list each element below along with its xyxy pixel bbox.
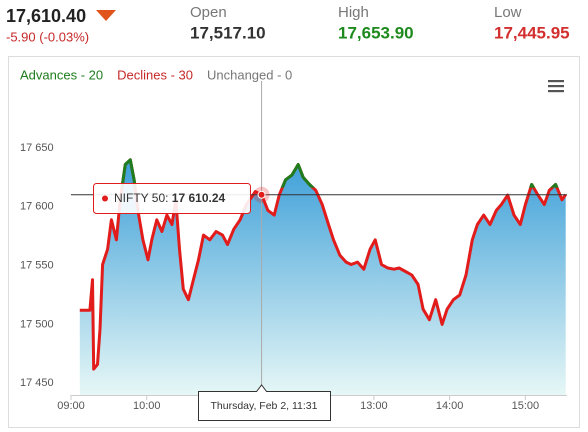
y-tick-label: 17 600 <box>20 201 54 213</box>
x-tick-label: 15:00 <box>512 400 540 412</box>
y-tick-label: 17 550 <box>20 260 54 272</box>
y-tick-label: 17 450 <box>20 377 54 389</box>
y-tick-label: 17 500 <box>20 318 54 330</box>
area <box>79 159 566 395</box>
stat-label: Open <box>190 4 227 21</box>
tooltip-text: NIFTY 50: 17 610.24 <box>114 191 226 205</box>
stat-value: 17,445.95 <box>494 23 570 42</box>
stat-value: 17,517.10 <box>190 23 266 42</box>
stat-label: Low <box>494 4 522 21</box>
breadth-label: Advances - 20 <box>20 67 103 82</box>
y-tick-label: 17 650 <box>20 142 54 154</box>
x-tick-label: 14:00 <box>436 400 464 412</box>
breadth-label: Declines - 30 <box>117 67 193 82</box>
tooltip-dot <box>102 195 108 202</box>
price: 17,610.40 <box>6 6 86 26</box>
x-tick-label: 09:00 <box>57 400 85 412</box>
tooltip-value: 17 610.24 <box>172 191 226 205</box>
menu-icon[interactable] <box>548 80 564 93</box>
down-arrow <box>96 10 116 21</box>
stat-label: High <box>338 4 369 21</box>
stat-value: 17,653.90 <box>338 23 414 42</box>
breadth-label: Unchanged - 0 <box>207 67 292 82</box>
change: -5.90 (-0.03%) <box>6 29 89 44</box>
hover-point <box>257 190 266 199</box>
tooltip-box <box>93 183 251 214</box>
tooltip-series: NIFTY 50: <box>114 191 172 205</box>
x-tick-label: 10:00 <box>133 400 161 412</box>
x-tooltip-text: Thursday, Feb 2, 11:31 <box>210 400 317 412</box>
x-tooltip-box <box>198 384 331 421</box>
chart-panel <box>8 56 580 428</box>
x-tick-label: 13:00 <box>360 400 388 412</box>
line-above <box>120 158 559 188</box>
